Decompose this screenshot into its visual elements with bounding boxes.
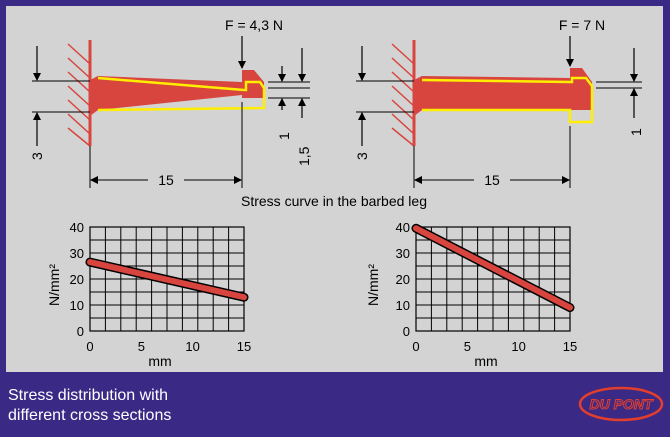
x-tick-label-right: 15 xyxy=(563,339,577,354)
length-label-left: 15 xyxy=(158,172,174,188)
stress-line-right xyxy=(413,225,573,311)
beam-outline-right xyxy=(421,76,594,124)
wall-hatch-right xyxy=(391,43,415,147)
force-label-left: F = 4,3 N xyxy=(225,17,283,33)
y-tick-label-right: 40 xyxy=(396,220,410,235)
y-tick-label-right: 20 xyxy=(396,272,410,287)
y-axis-label-right: N/mm² xyxy=(365,264,381,306)
y-tick-label-left: 30 xyxy=(70,246,84,261)
x-tick-label-right: 0 xyxy=(412,339,419,354)
root-thickness-label-left: 3 xyxy=(29,152,45,160)
y-tick-label-left: 10 xyxy=(70,298,84,313)
svg-text:DU PONT: DU PONT xyxy=(590,396,654,412)
beam-diagram-left: 3 15 F = 4,3 N 1 1,5 xyxy=(29,17,312,188)
stress-chart-left: 0 5 10 15 0 10 20 30 40 mm N/mm² xyxy=(46,220,251,369)
length-label-right: 15 xyxy=(484,172,500,188)
x-axis-label-left: mm xyxy=(148,353,171,369)
dimension-1-label-right: 1 xyxy=(628,128,644,136)
beam-outline-left xyxy=(97,76,266,112)
x-tick-label-left: 10 xyxy=(185,339,199,354)
y-tick-label-right: 30 xyxy=(396,246,410,261)
y-tick-label-right: 10 xyxy=(396,298,410,313)
beam-diagram-right: 3 15 F = 7 N 1 xyxy=(354,17,644,188)
root-thickness-label-right: 3 xyxy=(354,152,370,160)
gridlines-right xyxy=(416,227,570,331)
section-title: Stress curve in the barbed leg xyxy=(241,193,427,209)
y-axis-label-left: N/mm² xyxy=(46,264,62,306)
x-tick-label-right: 10 xyxy=(511,339,525,354)
dimension-1-5-label-left: 1,5 xyxy=(296,146,312,166)
x-axis-label-right: mm xyxy=(474,353,497,369)
stress-line-left xyxy=(87,259,247,301)
y-tick-label-left: 0 xyxy=(77,324,84,339)
force-label-right: F = 7 N xyxy=(559,17,605,33)
dimension-1-label-left: 1 xyxy=(276,132,292,140)
x-tick-label-right: 5 xyxy=(464,339,471,354)
figure-panel: 3 15 F = 4,3 N 1 1,5 xyxy=(6,6,663,372)
y-tick-label-right: 0 xyxy=(403,324,410,339)
y-tick-label-left: 20 xyxy=(70,272,84,287)
stress-chart-right: 0 5 10 15 0 10 20 30 40 mm N/mm² xyxy=(365,220,577,369)
y-tick-label-left: 40 xyxy=(70,220,84,235)
x-tick-label-left: 0 xyxy=(86,339,93,354)
x-tick-label-left: 15 xyxy=(237,339,251,354)
dupont-logo: DU PONT xyxy=(578,386,664,422)
x-tick-label-left: 5 xyxy=(138,339,145,354)
wall-hatch-left xyxy=(67,43,91,147)
figure-caption: Stress distribution with different cross… xyxy=(8,387,172,424)
